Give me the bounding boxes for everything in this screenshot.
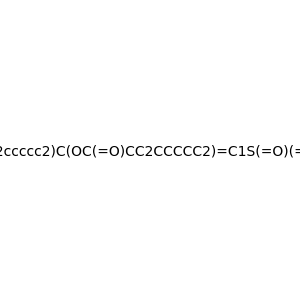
Text: CC1=NN(c2ccccc2)C(OC(=O)CC2CCCCC2)=C1S(=O)(=O)c1ccccc1: CC1=NN(c2ccccc2)C(OC(=O)CC2CCCCC2)=C1S(=…: [0, 145, 300, 158]
